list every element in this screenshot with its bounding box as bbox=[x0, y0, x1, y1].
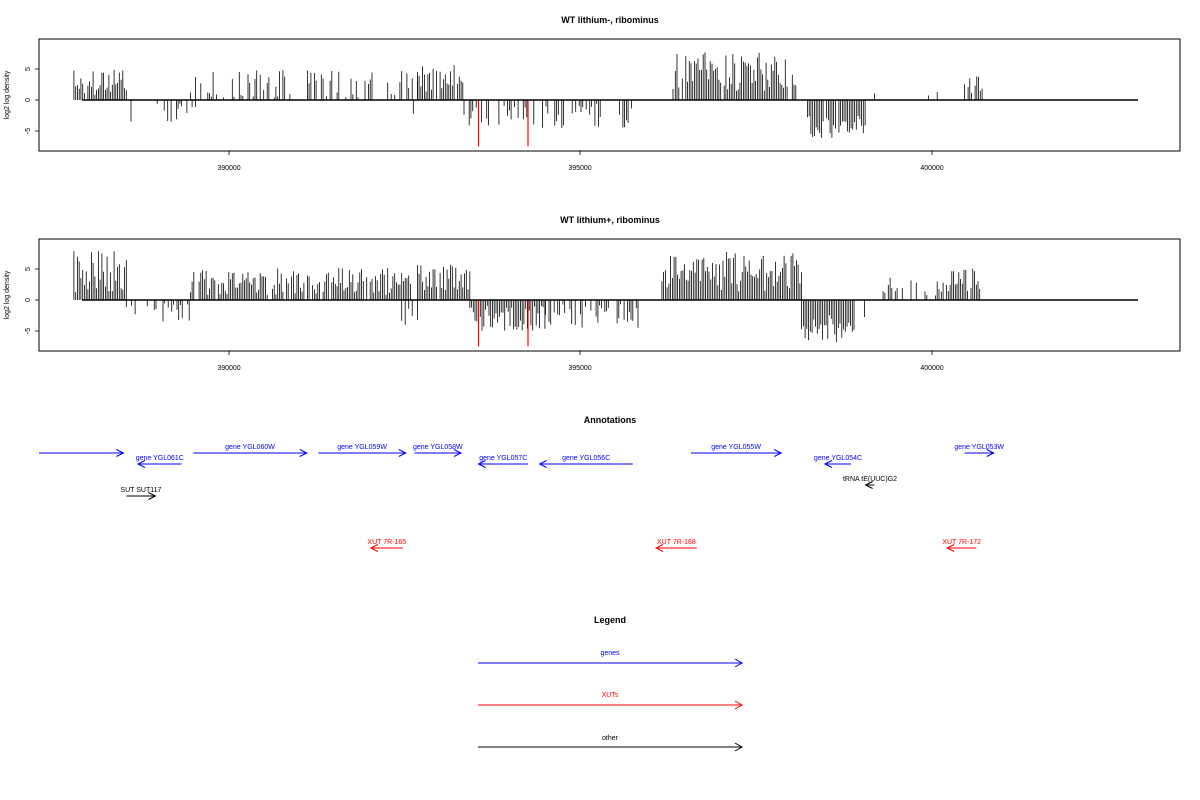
annotation-arrowhead bbox=[823, 460, 833, 468]
track-1-xtick-label: 400000 bbox=[920, 165, 943, 172]
annotation-label: gene YGL058W bbox=[413, 444, 463, 451]
annotation-label: XUT 7R-165 bbox=[367, 539, 406, 546]
track-panel-2: WT lithium+, ribominus log2 log density … bbox=[4, 215, 1181, 372]
track-2-xtick-label: 390000 bbox=[217, 365, 240, 372]
legend-arrowhead-genes bbox=[734, 658, 744, 668]
track-2-x-axis: 390000 395000 400000 bbox=[217, 351, 944, 372]
legend-title: Legend bbox=[594, 615, 626, 625]
track-1-ylabel: log2 log density bbox=[4, 70, 11, 119]
track-2-y-axis: 5 0 -5 bbox=[25, 267, 39, 334]
track-2-ytick-label: 5 bbox=[25, 267, 32, 271]
annotation-arrowhead bbox=[299, 449, 308, 457]
track-1-ytick-label: 5 bbox=[25, 67, 32, 71]
annotation-arrowhead bbox=[477, 460, 486, 468]
track-1-y-axis: 5 0 -5 bbox=[25, 67, 39, 134]
track-2-xtick-label: 400000 bbox=[920, 365, 943, 372]
annotation-label: XUT 7R-168 bbox=[657, 539, 696, 546]
annotation-feature: gene YGL056C bbox=[538, 455, 633, 468]
annotation-feature: gene YGL061C bbox=[136, 455, 184, 468]
annotation-label: gene YGL054C bbox=[814, 455, 862, 462]
annotation-feature: gene YGL057C bbox=[477, 455, 528, 468]
track-2-ytick-label: 0 bbox=[25, 298, 32, 302]
legend-label-genes: genes bbox=[600, 650, 620, 657]
track-2-title: WT lithium+, ribominus bbox=[560, 215, 660, 225]
annotation-arrowhead bbox=[654, 544, 664, 552]
annotation-arrowhead bbox=[398, 449, 407, 457]
legend: Legend genes XUTs other bbox=[478, 615, 744, 752]
legend-item-xuts: XUTs bbox=[478, 692, 744, 710]
annotation-feature: gene YGL053W bbox=[954, 444, 1004, 457]
track-1-title: WT lithium-, ribominus bbox=[561, 15, 659, 25]
track-2-ytick-label: -5 bbox=[25, 328, 32, 334]
annotation-label: SUT SUT117 bbox=[120, 487, 161, 494]
annotation-arrowhead bbox=[116, 449, 125, 457]
annotation-feature: gene YGL059W bbox=[318, 444, 407, 457]
annotation-label: XUT 7R-172 bbox=[942, 539, 981, 546]
track-1-xtick-label: 395000 bbox=[568, 165, 591, 172]
annotation-feature: SUT SUT117 bbox=[120, 487, 161, 500]
legend-arrowhead-other bbox=[734, 742, 744, 752]
annotation-arrowhead bbox=[148, 492, 157, 500]
annotation-arrowhead bbox=[369, 544, 379, 552]
annotation-label: gene YGL060W bbox=[225, 444, 275, 451]
annotation-label: gene YGL057C bbox=[479, 455, 527, 462]
legend-arrowhead-xuts bbox=[734, 700, 744, 710]
annotation-label: gene YGL059W bbox=[337, 444, 387, 451]
annotation-arrowhead bbox=[453, 449, 463, 457]
track-2-bars bbox=[73, 251, 981, 347]
annotation-label: gene YGL056C bbox=[562, 455, 610, 462]
track-2-frame bbox=[38, 238, 1181, 352]
track-1-ytick-label: 0 bbox=[25, 98, 32, 102]
annotation-arrowhead bbox=[538, 460, 547, 468]
legend-item-genes: genes bbox=[478, 650, 744, 668]
track-2-xtick-label: 395000 bbox=[568, 365, 591, 372]
annotation-label: gene YGL053W bbox=[954, 444, 1004, 451]
annotation-label: tRNA tE(UUC)G2 bbox=[843, 476, 897, 483]
track-1-xtick-label: 390000 bbox=[217, 165, 240, 172]
annotation-arrowhead bbox=[136, 460, 146, 468]
annotation-feature: gene YGL060W bbox=[193, 444, 308, 457]
legend-label-other: other bbox=[602, 735, 619, 742]
track-1-frame bbox=[38, 38, 1181, 152]
annotation-arrowhead bbox=[864, 481, 873, 489]
track-2-ylabel: log2 log density bbox=[4, 270, 11, 319]
annotation-arrowhead bbox=[946, 544, 955, 552]
annotation-feature: gene YGL055W bbox=[691, 444, 783, 457]
annotation-feature: XUT 7R-165 bbox=[367, 539, 406, 552]
track-1-bars bbox=[73, 52, 983, 147]
annotation-feature: gene YGL054C bbox=[814, 455, 862, 468]
track-1-x-axis: 390000 395000 400000 bbox=[217, 151, 944, 172]
track-1-ytick-label: -5 bbox=[25, 128, 32, 134]
annotation-feature: gene YGL058W bbox=[413, 444, 463, 457]
annotation-features: gene YGL061C gene YGL060W gene YGL059W gene… bbox=[39, 444, 1004, 552]
annotation-arrowhead bbox=[774, 449, 783, 457]
legend-item-other: other bbox=[478, 735, 744, 752]
track-panel-1: WT lithium-, ribominus log2 log density … bbox=[4, 15, 1181, 172]
annotation-feature: tRNA tE(UUC)G2 bbox=[843, 476, 897, 489]
annotation-arrowhead bbox=[986, 449, 995, 457]
annotation-label: gene YGL061C bbox=[136, 455, 184, 462]
annotation-feature bbox=[39, 449, 125, 457]
legend-label-xuts: XUTs bbox=[602, 692, 619, 699]
annotation-feature: XUT 7R-168 bbox=[654, 539, 697, 552]
annotation-label: gene YGL055W bbox=[711, 444, 761, 451]
annotation-feature: XUT 7R-172 bbox=[942, 539, 981, 552]
annotations-title: Annotations bbox=[584, 415, 637, 425]
